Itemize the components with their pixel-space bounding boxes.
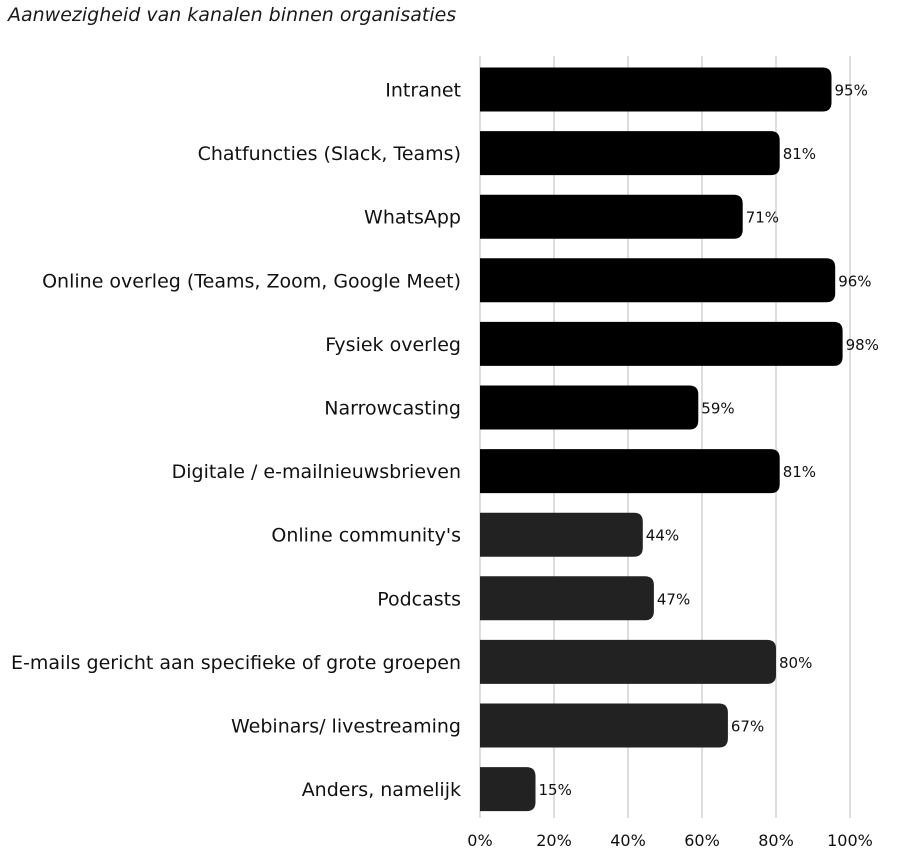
value-label: 44%: [646, 527, 679, 545]
bar-12: [480, 767, 536, 812]
grid-layer: [479, 56, 851, 818]
category-label: Online community's: [271, 525, 461, 547]
bar-10: [480, 639, 776, 684]
bar-layer: [480, 67, 843, 812]
value-label: 81%: [783, 463, 816, 481]
category-label: WhatsApp: [364, 207, 461, 229]
bar-2: [480, 131, 780, 176]
x-tick-label: 60%: [684, 831, 720, 850]
bar-3: [480, 194, 743, 239]
chart-title: Aanwezigheid van kanalen binnen organisa…: [8, 4, 457, 26]
value-label: 96%: [838, 272, 871, 290]
category-label: Intranet: [385, 80, 461, 102]
bar-5: [480, 321, 843, 366]
x-tick-label: 0%: [467, 831, 492, 850]
x-tick-label: 20%: [536, 831, 572, 850]
category-label: Fysiek overleg: [325, 334, 461, 356]
category-label: Chatfuncties (Slack, Teams): [198, 143, 461, 165]
x-tick-label: 40%: [610, 831, 646, 850]
bar-11: [480, 703, 728, 748]
value-label: 59%: [701, 400, 734, 418]
value-label: 80%: [779, 654, 812, 672]
value-label: 47%: [657, 590, 690, 608]
category-label: E-mails gericht aan specifieke of grote …: [11, 652, 461, 674]
value-label: 67%: [731, 718, 764, 736]
x-tick-label: 100%: [827, 831, 873, 850]
bar-4: [480, 258, 836, 303]
x-tick-label: 80%: [758, 831, 794, 850]
label-layer: Intranet 95% Chatfuncties (Slack, Teams) 81…: [11, 80, 879, 802]
value-label: 71%: [746, 209, 779, 227]
value-label: 81%: [783, 145, 816, 163]
value-label: 95%: [835, 82, 868, 100]
bar-8: [480, 512, 643, 557]
bar-1: [480, 67, 832, 112]
bar-6: [480, 385, 699, 430]
category-label: Narrowcasting: [324, 398, 461, 420]
bar-7: [480, 449, 780, 494]
x-axis-ticks: 0% 20% 40% 60% 80% 100%: [467, 831, 873, 850]
bar-9: [480, 576, 654, 621]
value-label: 15%: [539, 781, 572, 799]
category-label: Podcasts: [377, 588, 461, 610]
category-label: Anders, namelijk: [302, 779, 461, 801]
category-label: Online overleg (Teams, Zoom, Google Meet…: [42, 270, 461, 292]
value-label: 98%: [846, 336, 879, 354]
category-label: Webinars/ livestreaming: [231, 716, 461, 738]
category-label: Digitale / e-mailnieuwsbrieven: [172, 461, 461, 483]
